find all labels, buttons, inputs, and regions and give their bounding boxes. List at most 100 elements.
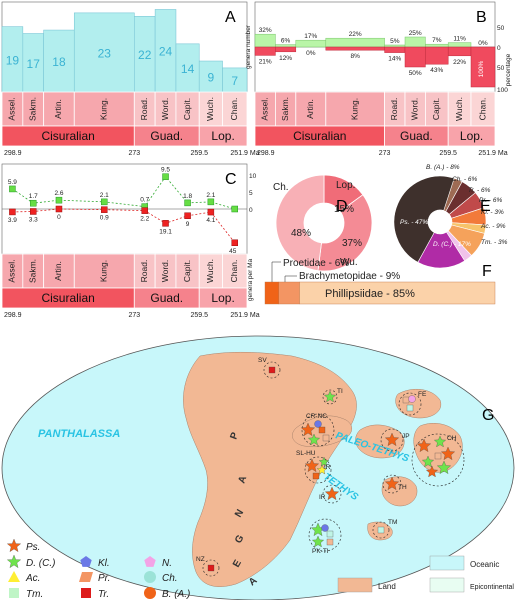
- ts-c-age-label: 251.9 Ma: [230, 312, 259, 319]
- ts-c-stage-cell: [222, 253, 248, 289]
- point-c-extinction: [141, 207, 148, 214]
- locality-circle: [372, 521, 390, 539]
- legend-env: Oceanic Land Epicontinental: [337, 555, 514, 593]
- point-c-bottom-label: 4.1: [206, 217, 215, 224]
- bar-b-origination: [325, 37, 385, 48]
- legend-taxon-label: Kl.: [98, 558, 110, 569]
- ts-c-age-label: 298.9: [4, 312, 22, 319]
- ts-c-stage-cell: [43, 253, 75, 289]
- axis-c-tick: 5: [249, 190, 253, 197]
- pie-e-label: D. (C.) - 17%: [433, 241, 471, 248]
- bar-b-extinction: [275, 46, 297, 53]
- panel-f-label: F: [482, 263, 492, 280]
- taxon-star-marker: [323, 390, 337, 403]
- ts-a-stage-cell: [43, 91, 75, 127]
- point-c-extinction: [184, 212, 191, 219]
- bar-b-extinction: [384, 46, 406, 53]
- point-c-origination: [184, 199, 191, 207]
- ts-a-stage-label: Word.: [160, 98, 170, 121]
- bar-b-bottom-label: 14%: [388, 56, 401, 63]
- bar-f-leader: [271, 261, 281, 282]
- locality-label: JP: [402, 433, 410, 440]
- legend-circle-icon: [144, 571, 156, 583]
- taxon-star-marker: [316, 464, 328, 475]
- point-c-bottom-label: 45: [229, 248, 237, 255]
- ts-a-stage-label: Chan.: [229, 98, 239, 121]
- bar-a-value: 19: [6, 53, 20, 67]
- pangea-landmass: [183, 352, 357, 587]
- legend-taxon-label: Tr.: [98, 589, 109, 600]
- ts-b-stage-label: Road.: [389, 98, 399, 121]
- bar-a-value: 14: [181, 62, 195, 76]
- axis-b-tick: 50: [497, 65, 505, 72]
- panel-b: 32% 6% 17% 22% 5% 25% 7% 11% 0% 21% 12% 0% 8% 14% 50% 4…: [254, 1, 512, 157]
- ts-b-age-label: 298.9: [257, 150, 275, 157]
- taxon-square-marker: [318, 426, 326, 434]
- point-c-origination: [9, 185, 16, 193]
- pie-e-slice: [393, 175, 455, 263]
- ts-a-age-label: 259.5: [190, 150, 208, 157]
- ts-a-series-label: Cisuralian: [41, 129, 94, 143]
- legend-taxon-label: Ps.: [26, 542, 40, 553]
- legend-taxon-label: B. (A.): [162, 589, 190, 600]
- legend-taxon-label: D. (C.): [26, 558, 55, 569]
- pie-e-label: Kl. - 3%: [481, 209, 504, 216]
- point-c-bottom-label: 3.9: [8, 217, 17, 224]
- axis-c-tick: 10: [249, 173, 257, 180]
- bar-b-bottom-label: 22%: [453, 59, 466, 66]
- legend-parallelogram-icon: [79, 572, 93, 582]
- taxon-square-marker: [434, 452, 442, 460]
- ts-c-stage-label: Sakm.: [27, 259, 37, 283]
- taxon-star-marker: [436, 460, 452, 475]
- pangea-letter: P: [228, 431, 241, 441]
- locality-circle: [304, 456, 332, 484]
- ts-b-stage-cell: [470, 91, 496, 127]
- axis-c-label: genera per Ma: [247, 258, 254, 301]
- ts-c-stage-label: Assel.: [7, 259, 17, 282]
- pie-d-slice: [317, 194, 373, 272]
- taxon-star-marker: [421, 455, 435, 468]
- pie-d-label: Lop.: [336, 180, 355, 191]
- axis-b-tick: 0: [497, 45, 501, 52]
- point-c-top-label: 2.6: [54, 190, 63, 197]
- bar-b-extinction: [447, 46, 472, 57]
- ts-c-series-label: Lop.: [211, 291, 234, 305]
- ts-c-series-label: Cisuralian: [41, 291, 94, 305]
- locality-circle: [308, 518, 342, 552]
- taxon-square-marker: [402, 396, 410, 404]
- point-c-extinction: [9, 208, 16, 216]
- pie-e-label: Tm. - 3%: [481, 239, 508, 246]
- taxon-star-marker: [300, 422, 316, 437]
- bar-b-origination: [295, 39, 327, 48]
- ts-b-stage-label: Assel.: [259, 97, 269, 120]
- bar-b-top-label: 32%: [259, 27, 272, 34]
- bar-f-segment: [278, 281, 300, 305]
- ocean-label: PANTHALASSA: [38, 428, 120, 440]
- point-c-top-label: 1.8: [183, 193, 192, 200]
- point-c-bottom-label: 3.3: [29, 216, 38, 223]
- panel-b-label: B: [476, 9, 487, 26]
- ts-c-stage-label: Chan.: [229, 260, 239, 283]
- legend-star-icon: [6, 554, 22, 569]
- panel-f: Proetidae - 6% Brachymetopidae - 9% Philli…: [264, 258, 496, 305]
- ts-b-stage-cell: [295, 91, 327, 127]
- locality-circle: [263, 361, 281, 379]
- taxon-star-marker: [318, 456, 330, 467]
- bar-b-bottom-label: 8%: [350, 53, 360, 60]
- point-c-top-label: 1.7: [29, 193, 38, 200]
- locality-circle: [301, 413, 335, 447]
- taxon-star-marker: [307, 433, 321, 446]
- pie-d-label: Wu.: [340, 257, 358, 268]
- ts-b-age-label: 259.5: [439, 150, 457, 157]
- panel-e: B. (A.) - 8% Ch. - 6% Tr. - 6% Pr. - 6% Kl. …: [393, 164, 508, 269]
- bar-b-origination: [254, 33, 276, 48]
- pangea-letter: A: [236, 474, 249, 485]
- bar-a-value: 22: [138, 48, 152, 62]
- pie-e-label: Ac. - 9%: [480, 223, 506, 230]
- ts-a-stage-label: Assel.: [7, 97, 17, 120]
- ts-a-stage-label: Road.: [139, 98, 149, 121]
- point-c-bottom-label: 2.2: [140, 216, 149, 223]
- ts-a-age-label: 273: [128, 150, 140, 157]
- ts-c-series-label: Guad.: [150, 291, 183, 305]
- pie-e-label: Ch. - 6%: [452, 176, 478, 183]
